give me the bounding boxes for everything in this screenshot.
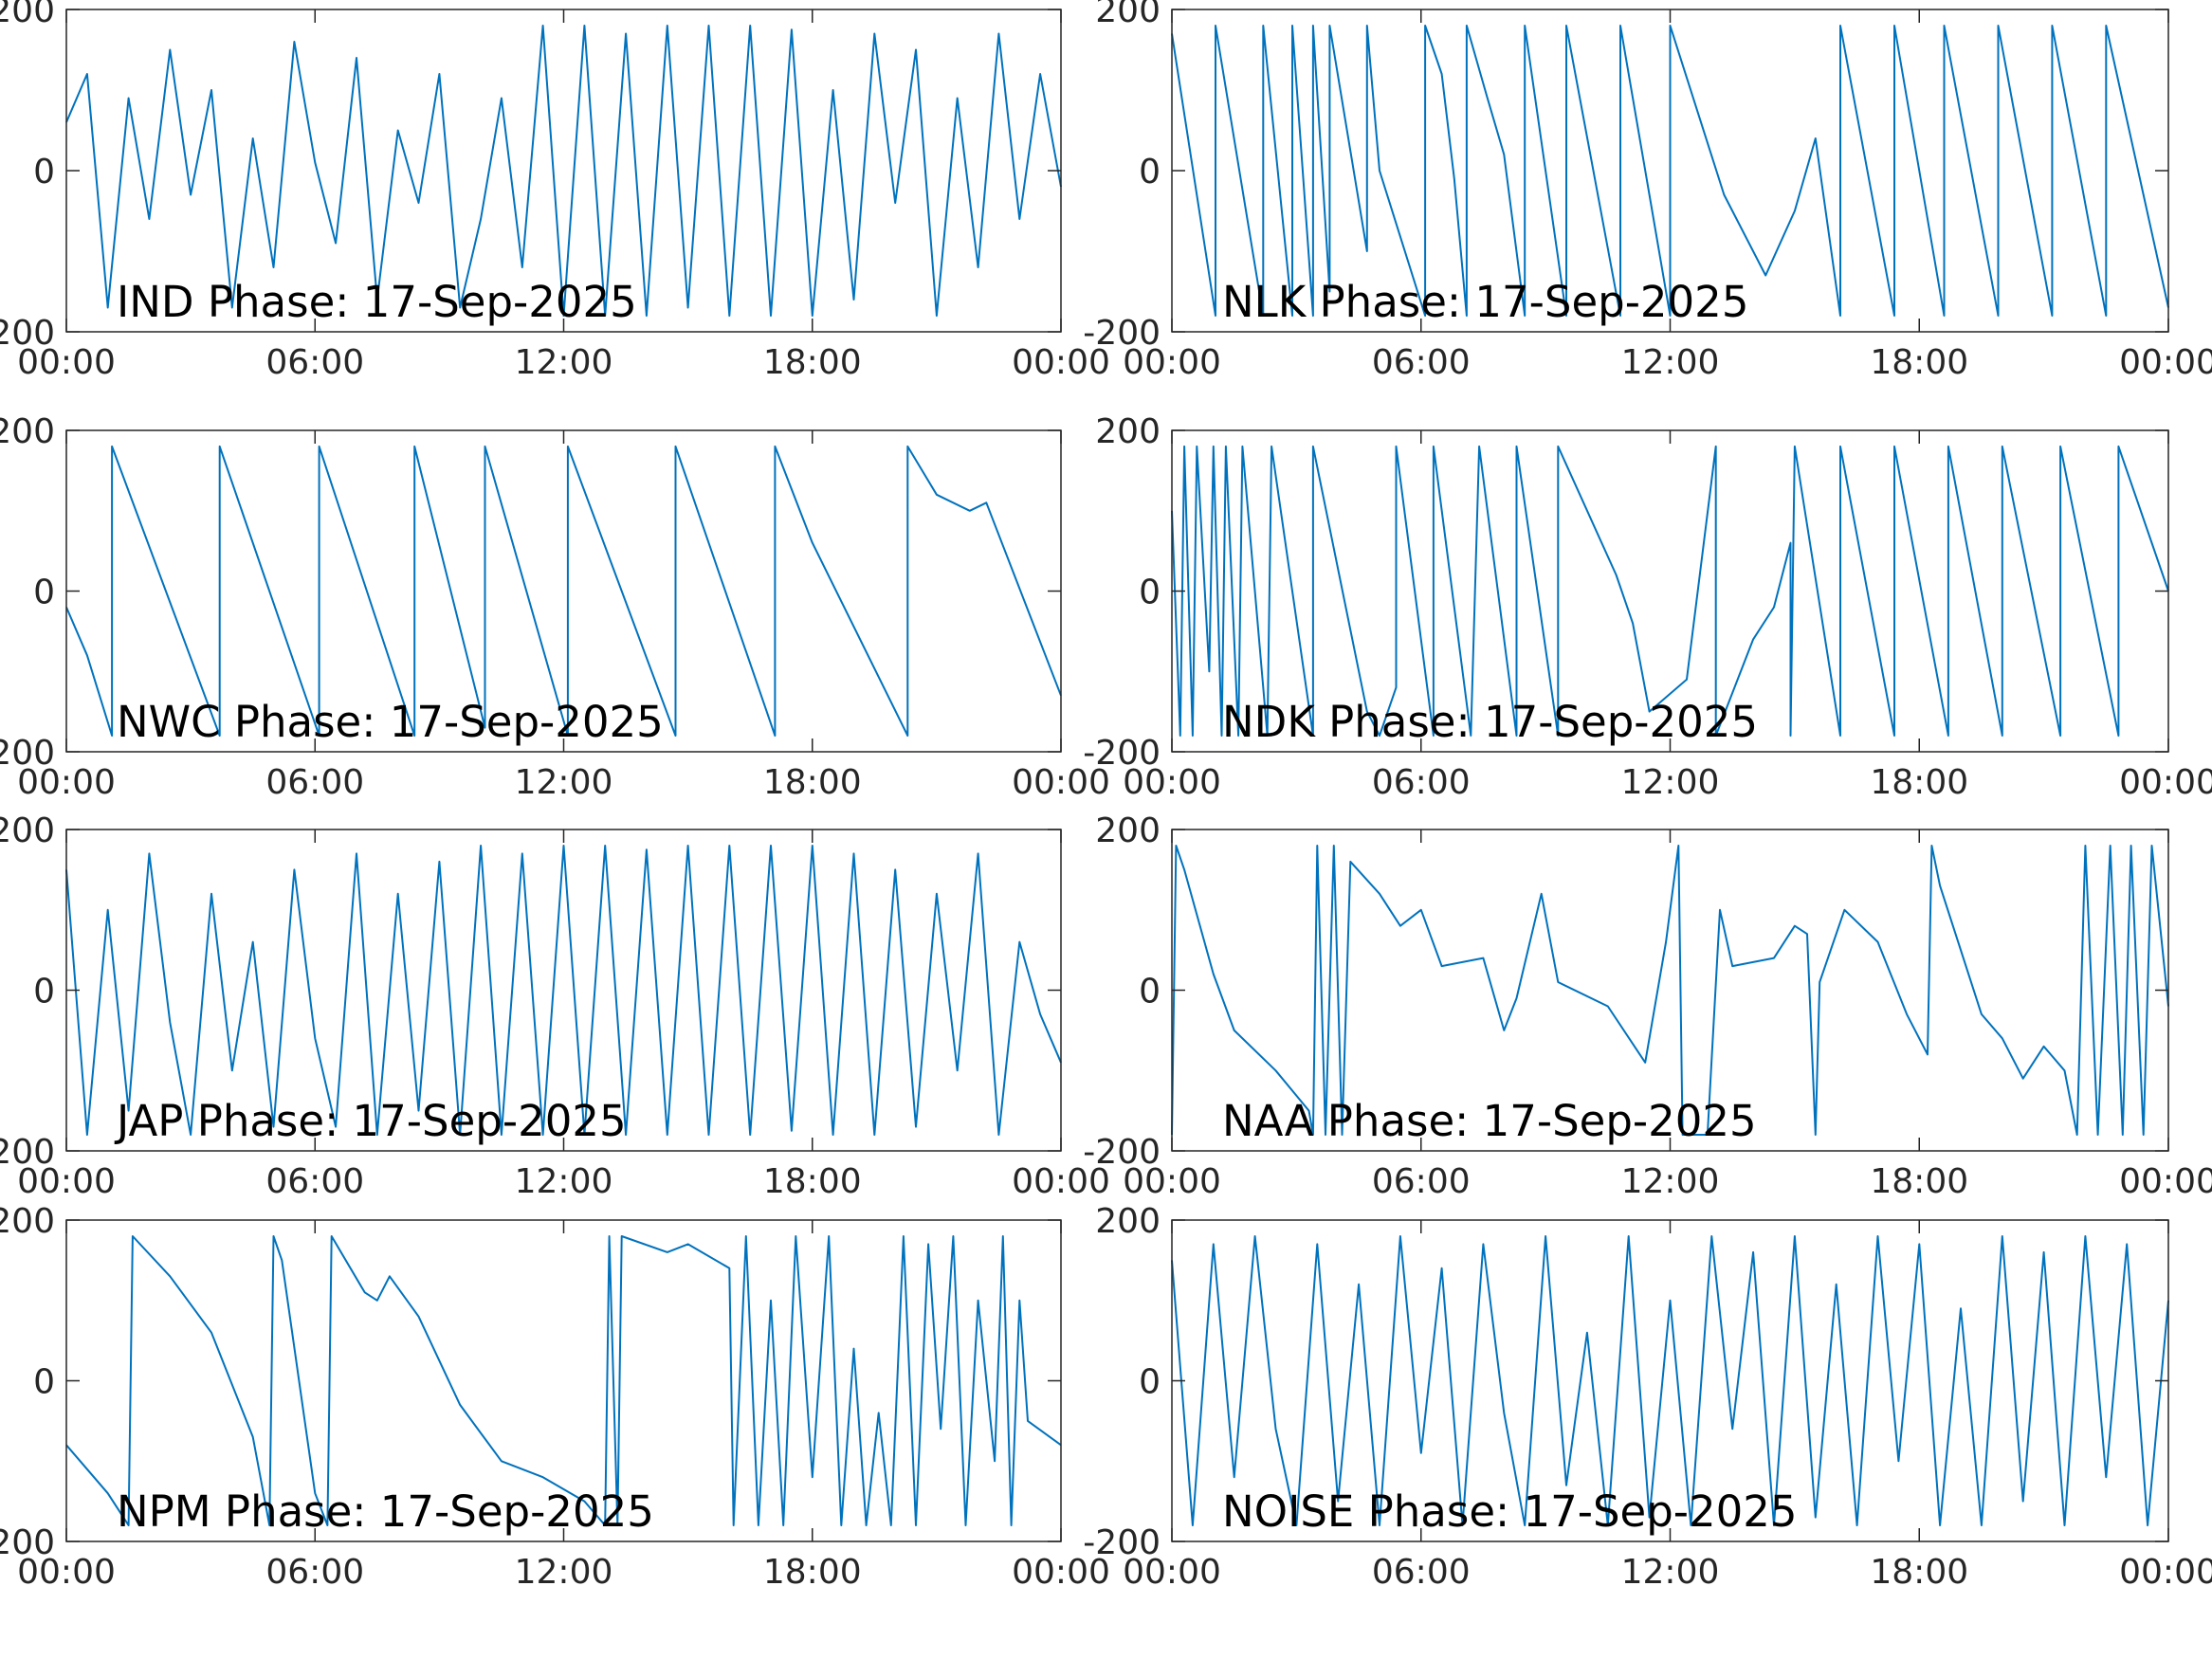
annotation: NWC Phase: 17-Sep-2025 xyxy=(117,697,664,747)
x-tick-label: 12:00 xyxy=(1621,343,1720,382)
y-tick-label: -200 xyxy=(1083,314,1161,353)
x-tick-label: 18:00 xyxy=(1870,763,1968,802)
x-tick-label: 00:00 xyxy=(2119,343,2212,382)
y-tick-label: 200 xyxy=(1095,0,1161,30)
x-tick-label: 18:00 xyxy=(763,763,862,802)
y-tick-label: 0 xyxy=(1139,973,1161,1012)
x-tick-label: 12:00 xyxy=(515,343,613,382)
x-tick-label: 18:00 xyxy=(763,1553,862,1592)
axes-background xyxy=(66,1220,1061,1541)
x-tick-label: 12:00 xyxy=(1621,1162,1720,1201)
axes-background xyxy=(1172,1220,2168,1541)
x-tick-label: 00:00 xyxy=(17,763,116,802)
x-tick-label: 18:00 xyxy=(763,1162,862,1201)
x-tick-label: 00:00 xyxy=(1123,763,1221,802)
x-tick-label: 00:00 xyxy=(1123,1553,1221,1592)
x-tick-label: 00:00 xyxy=(1012,343,1110,382)
annotation: NOISE Phase: 17-Sep-2025 xyxy=(1222,1486,1798,1537)
x-tick-label: 00:00 xyxy=(1012,1553,1110,1592)
phase-line xyxy=(1171,445,2169,737)
x-tick-label: 12:00 xyxy=(1621,763,1720,802)
y-tick-label: 0 xyxy=(33,1363,55,1402)
y-tick-label: 200 xyxy=(0,0,55,30)
phase-line xyxy=(1171,1235,2169,1526)
y-tick-label: 0 xyxy=(1139,574,1161,612)
y-tick-label: 0 xyxy=(33,574,55,612)
x-tick-label: 00:00 xyxy=(2119,1553,2212,1592)
phase-line xyxy=(65,845,1062,1136)
y-tick-label: 200 xyxy=(0,1202,55,1241)
x-tick-label: 00:00 xyxy=(1012,1162,1110,1201)
x-tick-label: 00:00 xyxy=(17,1162,116,1201)
y-tick-label: 200 xyxy=(1095,412,1161,451)
y-tick-label: -200 xyxy=(0,314,55,353)
x-tick-label: 12:00 xyxy=(515,763,613,802)
x-tick-label: 00:00 xyxy=(2119,1162,2212,1201)
annotation: IND Phase: 17-Sep-2025 xyxy=(117,277,637,327)
axes-background xyxy=(66,830,1061,1151)
y-tick-label: -200 xyxy=(1083,1133,1161,1172)
y-tick-label: -200 xyxy=(0,1133,55,1172)
annotation: NLK Phase: 17-Sep-2025 xyxy=(1222,277,1748,327)
x-tick-label: 06:00 xyxy=(265,1162,364,1201)
x-tick-label: 00:00 xyxy=(1012,763,1110,802)
x-tick-label: 18:00 xyxy=(763,343,862,382)
x-tick-label: 00:00 xyxy=(17,343,116,382)
x-tick-label: 18:00 xyxy=(1870,343,1968,382)
phase-line xyxy=(65,445,1062,737)
x-tick-label: 18:00 xyxy=(1870,1162,1968,1201)
x-tick-label: 12:00 xyxy=(515,1162,613,1201)
x-tick-label: 00:00 xyxy=(1123,1162,1221,1201)
annotation: NPM Phase: 17-Sep-2025 xyxy=(117,1486,654,1537)
annotation: NDK Phase: 17-Sep-2025 xyxy=(1222,697,1758,747)
y-tick-label: -200 xyxy=(1083,1523,1161,1562)
y-tick-label: 200 xyxy=(0,412,55,451)
y-tick-label: 200 xyxy=(1095,1202,1161,1241)
y-tick-label: -200 xyxy=(1083,734,1161,773)
phase-line xyxy=(65,25,1062,317)
x-tick-label: 06:00 xyxy=(1372,1162,1471,1201)
y-tick-label: 200 xyxy=(1095,811,1161,850)
y-tick-label: 200 xyxy=(0,811,55,850)
y-tick-label: 0 xyxy=(33,973,55,1012)
annotation: JAP Phase: 17-Sep-2025 xyxy=(114,1096,627,1146)
x-tick-label: 06:00 xyxy=(265,763,364,802)
y-tick-label: 0 xyxy=(33,153,55,191)
x-tick-label: 00:00 xyxy=(1123,343,1221,382)
x-tick-label: 06:00 xyxy=(265,1553,364,1592)
axes-background xyxy=(66,9,1061,332)
y-tick-label: -200 xyxy=(0,734,55,773)
y-tick-label: -200 xyxy=(0,1523,55,1562)
x-tick-label: 00:00 xyxy=(2119,763,2212,802)
x-tick-label: 06:00 xyxy=(1372,343,1471,382)
phase-line xyxy=(1171,845,2169,1136)
x-tick-label: 00:00 xyxy=(17,1553,116,1592)
x-tick-label: 06:00 xyxy=(1372,1553,1471,1592)
x-tick-label: 06:00 xyxy=(265,343,364,382)
phase-line xyxy=(65,1235,1062,1526)
y-tick-label: 0 xyxy=(1139,153,1161,191)
annotation: NAA Phase: 17-Sep-2025 xyxy=(1222,1096,1757,1146)
x-tick-label: 06:00 xyxy=(1372,763,1471,802)
phase-line xyxy=(1171,25,2169,317)
x-tick-label: 18:00 xyxy=(1870,1553,1968,1592)
x-tick-label: 12:00 xyxy=(1621,1553,1720,1592)
y-tick-label: 0 xyxy=(1139,1363,1161,1402)
x-tick-label: 12:00 xyxy=(515,1553,613,1592)
